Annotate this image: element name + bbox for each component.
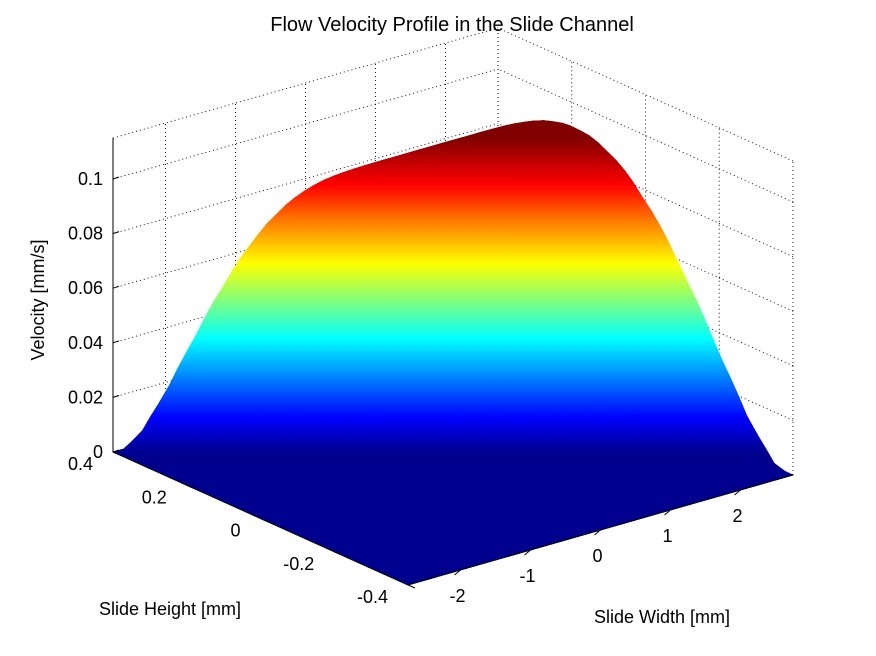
x-tick-label: 1 bbox=[662, 526, 672, 546]
z-tick bbox=[112, 449, 120, 453]
y-tick-label: 0 bbox=[230, 521, 240, 541]
x-tick-label: 0 bbox=[592, 546, 602, 566]
y-axis-label: Slide Height [mm] bbox=[99, 599, 241, 619]
x-tick bbox=[594, 529, 601, 536]
y-tick-label: 0.4 bbox=[68, 454, 93, 474]
x-tick-label: 2 bbox=[732, 506, 742, 526]
y-tick bbox=[260, 518, 268, 522]
x-tick bbox=[454, 569, 461, 576]
z-tick-label: 0.08 bbox=[68, 224, 103, 244]
y-tick bbox=[112, 451, 121, 456]
y-tick bbox=[334, 551, 342, 556]
x-tick bbox=[524, 549, 531, 556]
axes: -2-1012-0.4-0.200.20.400.020.040.060.080… bbox=[68, 138, 794, 607]
y-tick bbox=[407, 584, 416, 589]
x-tick-label: -2 bbox=[449, 586, 465, 606]
y-tick-label: -0.4 bbox=[357, 587, 388, 607]
z-tick-label: 0.02 bbox=[68, 387, 103, 407]
x-axis-label: Slide Width [mm] bbox=[594, 607, 730, 627]
z-tick-label: 0.04 bbox=[68, 333, 103, 353]
x-tick bbox=[734, 489, 741, 496]
x-tick bbox=[664, 509, 671, 516]
x-tick-label: -1 bbox=[519, 566, 535, 586]
y-tick-label: -0.2 bbox=[283, 554, 314, 574]
z-tick-label: 0.06 bbox=[68, 278, 103, 298]
z-tick-label: 0.1 bbox=[78, 169, 103, 189]
chart-title: Flow Velocity Profile in the Slide Chann… bbox=[270, 14, 634, 36]
z-axis-label: Velocity [mm/s] bbox=[28, 239, 48, 360]
y-tick bbox=[186, 484, 194, 489]
surface-mesh bbox=[112, 120, 794, 586]
y-tick-label: 0.2 bbox=[142, 487, 167, 507]
z-tick bbox=[112, 231, 120, 235]
z-tick bbox=[112, 394, 120, 398]
z-tick bbox=[112, 340, 120, 344]
z-tick-label: 0 bbox=[93, 442, 103, 462]
z-tick bbox=[112, 285, 120, 289]
box-edge bbox=[112, 27, 499, 139]
z-gridline-back bbox=[112, 123, 499, 235]
z-gridline-back bbox=[112, 68, 499, 180]
z-tick bbox=[112, 176, 120, 180]
